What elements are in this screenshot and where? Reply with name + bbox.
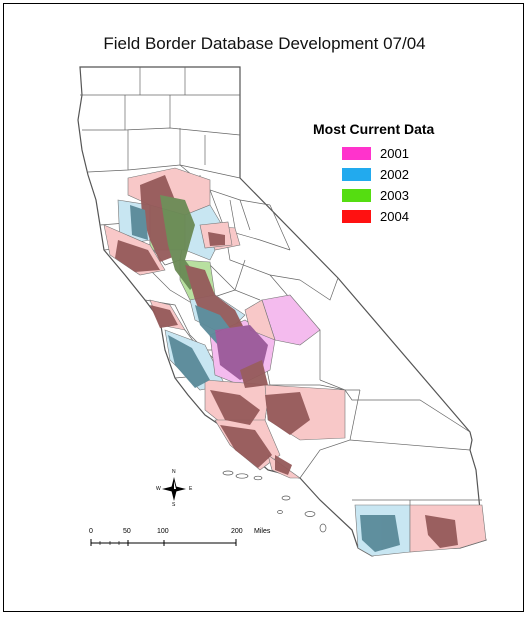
legend-label: 2003: [380, 188, 409, 203]
scale-tick-0: 0: [89, 528, 93, 535]
legend-label: 2001: [380, 146, 409, 161]
legend-swatch-2004: [342, 210, 371, 223]
compass-n-label: N: [172, 469, 176, 475]
map-frame: [3, 3, 524, 612]
legend-label: 2004: [380, 209, 409, 224]
legend-label: 2002: [380, 167, 409, 182]
compass-e-label: E: [189, 486, 193, 492]
scale-unit: Miles: [254, 528, 271, 535]
legend-swatch-2002: [342, 168, 371, 181]
north-arrow: [162, 477, 186, 501]
scale-tick-50: 50: [123, 528, 131, 535]
compass-w-label: W: [156, 486, 161, 492]
scale-tick-200: 200: [231, 528, 243, 535]
channel-islands: [222, 470, 327, 533]
legend-swatch-2001: [342, 147, 371, 160]
legend-swatch-2003: [342, 189, 371, 202]
compass-s-label: S: [172, 502, 176, 508]
map-title: Field Border Database Development 07/04: [103, 34, 426, 53]
field-coverage: [115, 175, 458, 552]
scale-bar: [90, 539, 237, 546]
scale-tick-100: 100: [157, 528, 169, 535]
legend-title: Most Current Data: [313, 121, 435, 137]
